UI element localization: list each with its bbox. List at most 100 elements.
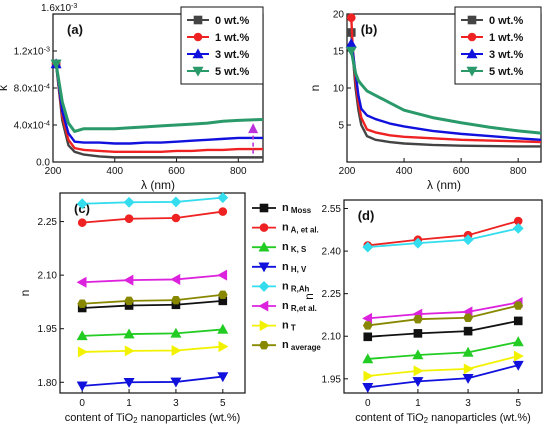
panel-d-data-point: [413, 365, 424, 377]
panel-d-xlabel-part: 2: [424, 416, 428, 425]
panel-c-data-point: [76, 381, 88, 392]
panel-c-legend-label: n R,Ah: [282, 280, 310, 293]
panel-c-data-point: [123, 377, 135, 388]
panel-b-panel-label: (b): [361, 22, 378, 37]
panel-d-data-point: [363, 370, 374, 382]
panel-a-ytick-label-part: -4: [44, 82, 50, 91]
panel-b-ytick-label: 20: [333, 10, 345, 21]
panel-c-xlabel-part: nanoparticles (wt.%): [138, 412, 241, 424]
panel-c-legend-marker: [259, 320, 270, 332]
panel-d-xlabel-part: nanoparticles (wt.%): [428, 412, 531, 424]
panel-a-axis-multiplier-part: 1.6x10: [41, 3, 71, 14]
panel-a-series-start-point: [50, 59, 62, 70]
panel-a-legend-marker: [192, 66, 204, 77]
panel-b-xtick-label: 400: [396, 166, 413, 177]
panel-c-xtick-label: 1: [126, 398, 132, 409]
panel-d-xtick-label: 5: [515, 398, 521, 409]
panel-c-legend-marker: [258, 241, 270, 252]
panel-a-panel-label: (a): [67, 22, 83, 37]
panel-c-data-point: [123, 196, 135, 208]
panel-c-legend-label-part: n: [282, 339, 289, 351]
panel-d-series-line: [367, 220, 519, 247]
panel-d-data-point: [512, 360, 524, 371]
panel-c-data-point: [217, 372, 229, 383]
panel-a-legend-label: 3 wt.%: [215, 49, 249, 61]
panel-b-series-start-point: [346, 13, 356, 23]
panel-d-series-line: [367, 364, 519, 389]
panel-c-series-line: [82, 299, 223, 309]
panel-c-data-point: [218, 341, 229, 353]
panel-c-data-point: [170, 327, 182, 338]
panel-d-data-point: [512, 222, 524, 234]
panel-b-ytick-label: 10: [333, 84, 345, 95]
panel-c-legend-label-part: n: [282, 202, 289, 214]
panel-a-ytick-label-part: -4: [44, 119, 50, 128]
panel-c-xlabel: content of TiO2 nanoparticles (wt.%): [65, 412, 241, 425]
panel-d-xlabel-part: content of TiO: [355, 412, 424, 424]
panel-c-legend-marker: [259, 341, 269, 350]
panel-b-ytick-label: 15: [333, 47, 345, 58]
panel-b-legend-label: 1 wt.%: [489, 32, 523, 44]
panel-c-ytick-label: 1.95: [38, 324, 58, 335]
panel-d-data-point: [463, 363, 474, 375]
panel-c-xlabel-part: content of TiO: [65, 412, 134, 424]
panel-d-panel-label: (d): [358, 208, 375, 223]
panel-c-legend-label-part: H, V: [289, 265, 307, 274]
panel-a-series-line: [54, 63, 263, 159]
panel-c-data-point: [170, 273, 181, 285]
panel-c-legend-label-part: R,Ah: [289, 284, 310, 293]
panel-d-series-line: [367, 304, 519, 327]
panel-b-ytick-label-part: 15: [333, 47, 345, 58]
panel-c-data-point: [217, 269, 228, 281]
panel-d-series-line: [367, 227, 519, 249]
panel-c-xlabel-part: 2: [133, 416, 137, 425]
panel-d-xtick-label: 0: [365, 398, 371, 409]
panel-c-legend-label-part: n: [282, 222, 289, 234]
panel-c-legend-label: n Moss: [282, 202, 312, 215]
panel-c-legend-label-part: A, et al.: [289, 226, 319, 235]
panel-c-xtick-label: 3: [173, 398, 179, 409]
panel-c-data-point: [171, 344, 182, 357]
panel-d-ytick-label: 1.95: [322, 374, 342, 385]
panel-c-legend-label-part: n: [282, 280, 289, 292]
panel-a-legend-marker: [192, 48, 204, 59]
panel-c-data-point: [77, 218, 87, 227]
panel-d-data-point: [462, 234, 474, 246]
panel-c-legend-label: n H, V: [282, 261, 307, 274]
panel-b-legend-marker: [466, 48, 478, 59]
panel-b-ytick-label-part: 10: [333, 84, 345, 95]
panel-a-ytick-label-part: 4.0x10: [14, 121, 44, 132]
panel-c-data-point: [217, 290, 228, 299]
panel-d-ytick-label: 2.40: [322, 247, 342, 258]
panel-a-legend-label: 1 wt.%: [215, 32, 249, 44]
panel-c-legend-marker: [258, 262, 270, 273]
panel-c-legend-label: n A, et al.: [282, 222, 319, 235]
panel-c-legend-label-part: average: [289, 343, 322, 352]
panel-a-ytick-label: 1.2x10-3: [14, 45, 50, 58]
panel-d-xlabel: content of TiO2 nanoparticles (wt.%): [355, 412, 531, 425]
panel-a-ytick-label-part: 0.0: [36, 158, 50, 169]
panel-c-data-point: [217, 192, 229, 204]
panel-c-legend-label-part: T: [289, 324, 296, 333]
panel-c-legend-label-part: n: [282, 320, 289, 332]
panel-d-data-point: [413, 329, 423, 338]
panel-c-legend-label: n R,et al.: [282, 300, 317, 313]
panel-c-data-point: [76, 276, 87, 288]
panel-c-legend-label-part: n: [282, 261, 289, 273]
panel-c-frame: [59, 192, 246, 394]
panel-b-xlabel: λ (nm): [427, 178, 461, 192]
panel-d-data-point: [412, 377, 424, 387]
panel-d-data-point: [463, 326, 473, 336]
panel-c-ytick-label: 2.10: [38, 271, 58, 282]
panel-c-xtick-label: 5: [220, 398, 226, 409]
panel-c-data-point: [123, 274, 134, 286]
panel-a-xtick-label: 800: [230, 166, 247, 177]
panel-c-data-point: [77, 346, 88, 358]
panel-c-data-point: [218, 207, 228, 216]
panel-c-legend-marker: [258, 280, 270, 292]
panel-a-series-line: [54, 63, 264, 133]
panel-d-xtick-label: 1: [415, 398, 421, 409]
panel-a-axis-multiplier-part: -3: [71, 1, 77, 10]
panel-d-data-point: [513, 350, 524, 362]
